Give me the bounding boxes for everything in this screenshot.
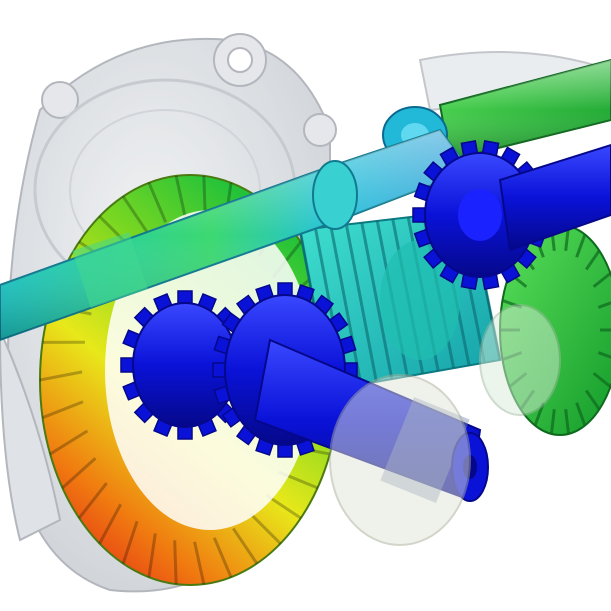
crown-gear-tooth (77, 482, 108, 520)
crown-gear-tooth (147, 182, 168, 223)
crown-gear-tooth (147, 533, 157, 578)
teal-gear-tooth (329, 226, 363, 385)
green-gear-tooth (575, 402, 587, 427)
crown-gear-tooth (121, 520, 139, 564)
teal-gear-tooth (360, 222, 394, 380)
crown-gear-tooth (61, 457, 97, 490)
crown-gear-tooth (174, 175, 187, 219)
crown-gear-tooth (42, 400, 84, 420)
green-gear-tooth (592, 272, 611, 288)
blue-shaft-right (498, 143, 611, 252)
crown-gear-tooth (98, 503, 123, 545)
green-gear-tooth (597, 351, 611, 359)
crown-gear-tooth (39, 370, 83, 382)
crown-gear-tooth (212, 537, 233, 578)
bearing (329, 304, 561, 546)
crown-gear-tooth (232, 527, 259, 565)
green-gear-tooth (549, 409, 556, 435)
green-gear-tooth (564, 409, 571, 435)
crown-gear-tooth (249, 512, 282, 545)
green-gear-tooth (597, 301, 611, 309)
green-gear-tooth (575, 233, 587, 258)
green-gear-tooth (584, 389, 601, 411)
green-gear-tooth (592, 372, 611, 388)
crown-gear-tooth (121, 195, 148, 233)
crown-gear-tooth (193, 541, 206, 585)
crown-gear-tooth (173, 540, 178, 585)
green-gear-tooth (584, 249, 601, 271)
teal-gear-tooth (344, 224, 378, 383)
crown-gear-tooth (49, 429, 89, 456)
